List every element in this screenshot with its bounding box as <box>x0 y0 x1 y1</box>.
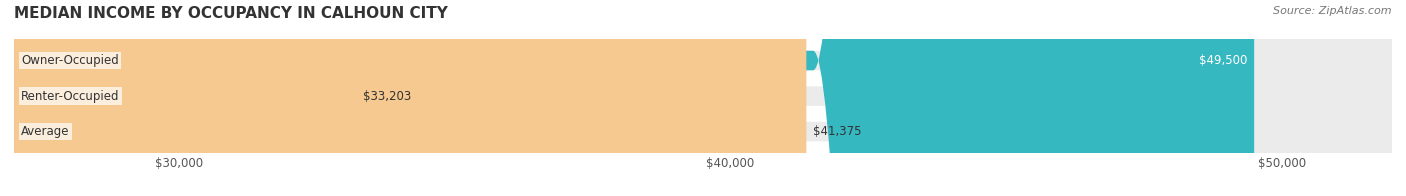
FancyBboxPatch shape <box>14 0 807 196</box>
Text: Average: Average <box>21 125 69 138</box>
FancyBboxPatch shape <box>0 0 456 196</box>
Text: Owner-Occupied: Owner-Occupied <box>21 54 118 67</box>
Text: $49,500: $49,500 <box>1199 54 1247 67</box>
FancyBboxPatch shape <box>14 0 1392 196</box>
FancyBboxPatch shape <box>14 0 1392 196</box>
Text: Source: ZipAtlas.com: Source: ZipAtlas.com <box>1274 6 1392 16</box>
FancyBboxPatch shape <box>14 0 1392 196</box>
FancyBboxPatch shape <box>14 0 1254 196</box>
Text: MEDIAN INCOME BY OCCUPANCY IN CALHOUN CITY: MEDIAN INCOME BY OCCUPANCY IN CALHOUN CI… <box>14 6 449 21</box>
Text: $41,375: $41,375 <box>813 125 862 138</box>
Text: Renter-Occupied: Renter-Occupied <box>21 90 120 103</box>
Text: $33,203: $33,203 <box>363 90 411 103</box>
